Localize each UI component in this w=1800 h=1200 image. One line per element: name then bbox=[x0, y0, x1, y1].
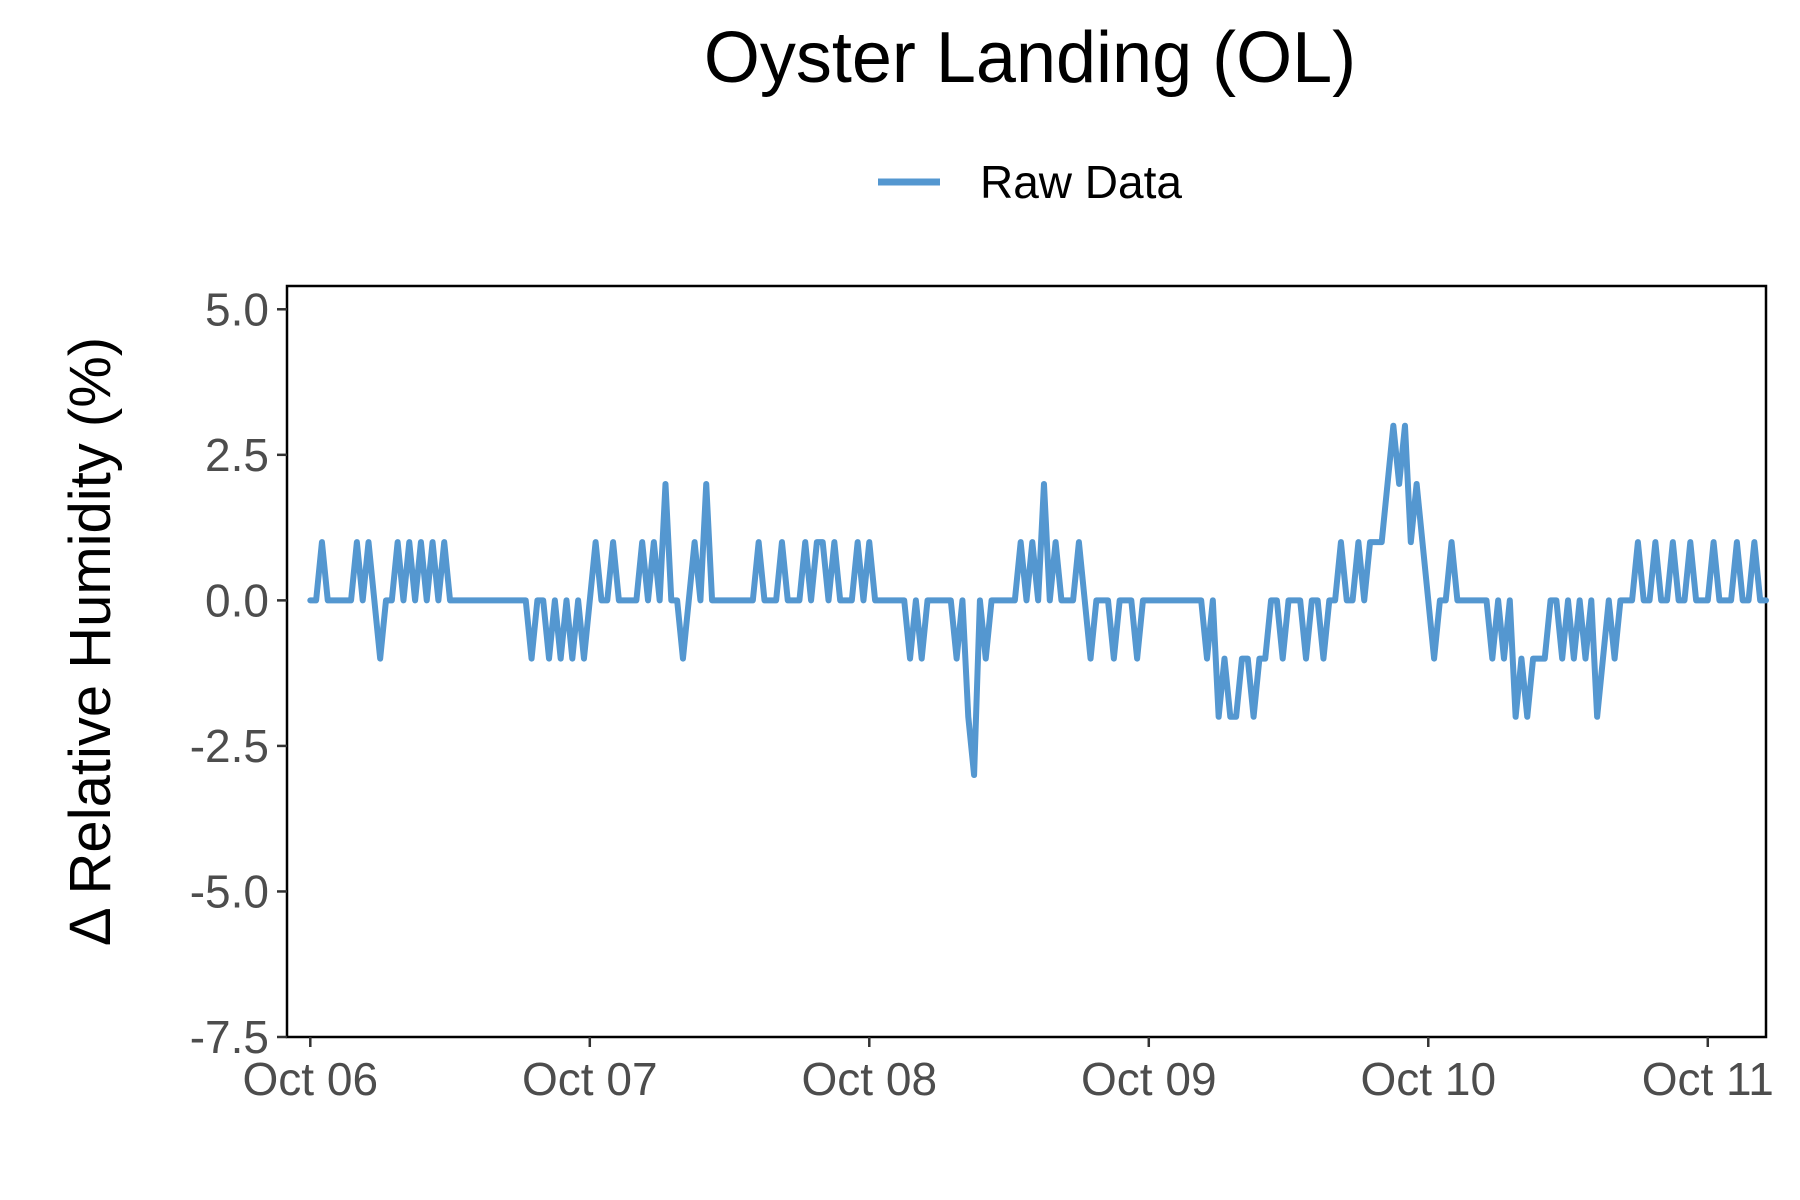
x-tick-label: Oct 11 bbox=[1642, 1053, 1774, 1105]
x-tick-label: Oct 06 bbox=[243, 1053, 379, 1105]
y-axis-title: Δ Relative Humidity (%) bbox=[58, 337, 123, 946]
series-layer bbox=[307, 422, 1769, 779]
x-tick-label: Oct 10 bbox=[1361, 1053, 1497, 1105]
y-axis: 5.0 2.5 0.0 -2.5 -5.0 -7.5 bbox=[190, 283, 287, 1063]
x-tick-label: Oct 07 bbox=[522, 1053, 658, 1105]
x-axis: Oct 06 Oct 07 Oct 08 Oct 09 Oct 10 Oct 11 bbox=[243, 1037, 1774, 1105]
series-line-raw-data bbox=[307, 422, 1769, 779]
legend-label-raw-data: Raw Data bbox=[980, 156, 1182, 208]
y-tick-label: -5.0 bbox=[190, 865, 269, 917]
legend: Raw Data bbox=[878, 156, 1182, 208]
y-tick-label: 0.0 bbox=[205, 574, 269, 626]
chart-title: Oyster Landing (OL) bbox=[704, 18, 1356, 98]
y-tick-label: -2.5 bbox=[190, 720, 269, 772]
x-tick-label: Oct 08 bbox=[802, 1053, 938, 1105]
plot-panel-border bbox=[285, 284, 1768, 1039]
y-tick-label: -7.5 bbox=[190, 1011, 269, 1063]
y-tick-label: 5.0 bbox=[205, 283, 269, 335]
x-tick-label: Oct 09 bbox=[1081, 1053, 1217, 1105]
y-tick-label: 2.5 bbox=[205, 429, 269, 481]
